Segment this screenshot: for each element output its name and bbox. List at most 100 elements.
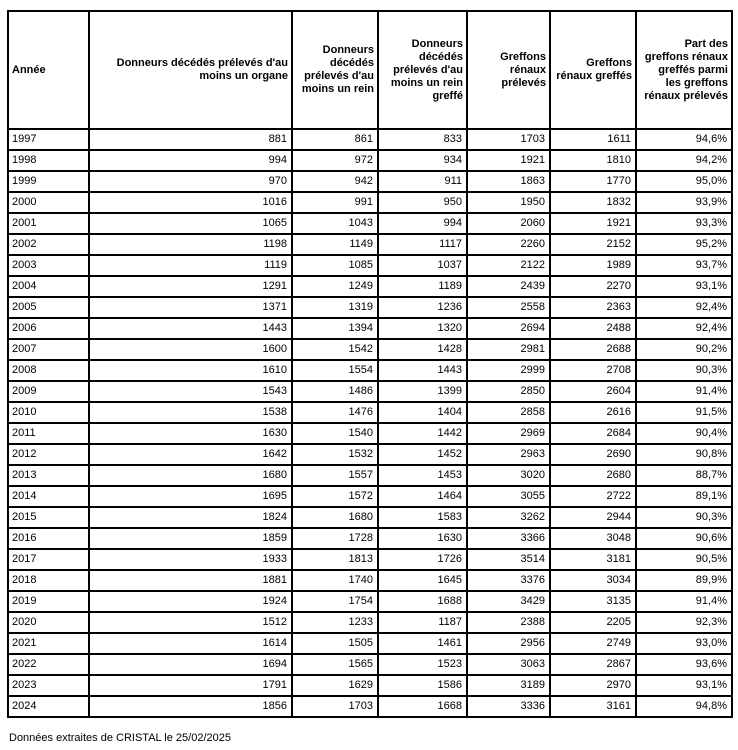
source-note: Données extraites de CRISTAL le 25/02/20… <box>9 732 231 744</box>
value-cell: 3161 <box>549 695 637 718</box>
value-cell: 1037 <box>377 254 468 277</box>
value-cell: 92,4% <box>635 296 733 319</box>
table-row: 1999 970 942 911 1863 1770 95,0% <box>7 170 733 193</box>
value-cell: 93,1% <box>635 275 733 298</box>
column-header-greffons-greffes: Greffons rénaux greffés <box>549 10 637 130</box>
table-row: 2008 1610 1554 1443 2999 2708 90,3% <box>7 359 733 382</box>
column-header-donneurs-rein-greffe: Donneurs décédés prélevés d'au moins un … <box>377 10 468 130</box>
value-cell: 2999 <box>466 359 551 382</box>
value-cell: 3429 <box>466 590 551 613</box>
value-cell: 93,3% <box>635 212 733 235</box>
year-cell: 2017 <box>7 548 90 571</box>
column-header-annee: Année <box>7 10 90 130</box>
value-cell: 3262 <box>466 506 551 529</box>
value-cell: 93,6% <box>635 653 733 676</box>
year-cell: 2002 <box>7 233 90 256</box>
value-cell: 1540 <box>291 422 379 445</box>
value-cell: 1476 <box>291 401 379 424</box>
value-cell: 88,7% <box>635 464 733 487</box>
value-cell: 1557 <box>291 464 379 487</box>
value-cell: 1600 <box>88 338 293 361</box>
value-cell: 1630 <box>377 527 468 550</box>
value-cell: 1824 <box>88 506 293 529</box>
value-cell: 2858 <box>466 401 551 424</box>
value-cell: 1464 <box>377 485 468 508</box>
value-cell: 93,0% <box>635 632 733 655</box>
table-row: 2020 1512 1233 1187 2388 2205 92,3% <box>7 611 733 634</box>
year-cell: 2008 <box>7 359 90 382</box>
value-cell: 833 <box>377 128 468 151</box>
value-cell: 1642 <box>88 443 293 466</box>
value-cell: 1249 <box>291 275 379 298</box>
value-cell: 3055 <box>466 485 551 508</box>
value-cell: 2867 <box>549 653 637 676</box>
value-cell: 1486 <box>291 380 379 403</box>
table-row: 2012 1642 1532 1452 2963 2690 90,8% <box>7 443 733 466</box>
table-row: 2024 1856 1703 1668 3336 3161 94,8% <box>7 695 733 718</box>
value-cell: 1859 <box>88 527 293 550</box>
value-cell: 1371 <box>88 296 293 319</box>
value-cell: 1404 <box>377 401 468 424</box>
value-cell: 1611 <box>549 128 637 151</box>
value-cell: 1921 <box>466 149 551 172</box>
value-cell: 1065 <box>88 212 293 235</box>
value-cell: 2970 <box>549 674 637 697</box>
value-cell: 1680 <box>88 464 293 487</box>
value-cell: 2688 <box>549 338 637 361</box>
value-cell: 2488 <box>549 317 637 340</box>
value-cell: 2270 <box>549 275 637 298</box>
table-row: 2007 1600 1542 1428 2981 2688 90,2% <box>7 338 733 361</box>
table-row: 2005 1371 1319 1236 2558 2363 92,4% <box>7 296 733 319</box>
value-cell: 1394 <box>291 317 379 340</box>
value-cell: 1680 <box>291 506 379 529</box>
value-cell: 1740 <box>291 569 379 592</box>
value-cell: 90,6% <box>635 527 733 550</box>
value-cell: 89,1% <box>635 485 733 508</box>
value-cell: 1629 <box>291 674 379 697</box>
value-cell: 91,5% <box>635 401 733 424</box>
value-cell: 2205 <box>549 611 637 634</box>
value-cell: 2749 <box>549 632 637 655</box>
value-cell: 1016 <box>88 191 293 214</box>
table-row: 2006 1443 1394 1320 2694 2488 92,4% <box>7 317 733 340</box>
year-cell: 2011 <box>7 422 90 445</box>
year-cell: 2007 <box>7 338 90 361</box>
value-cell: 2690 <box>549 443 637 466</box>
value-cell: 91,4% <box>635 590 733 613</box>
value-cell: 1291 <box>88 275 293 298</box>
year-cell: 2013 <box>7 464 90 487</box>
value-cell: 1538 <box>88 401 293 424</box>
value-cell: 1694 <box>88 653 293 676</box>
year-cell: 1999 <box>7 170 90 193</box>
value-cell: 1320 <box>377 317 468 340</box>
value-cell: 1856 <box>88 695 293 718</box>
value-cell: 2558 <box>466 296 551 319</box>
value-cell: 94,2% <box>635 149 733 172</box>
value-cell: 1565 <box>291 653 379 676</box>
value-cell: 1813 <box>291 548 379 571</box>
column-header-donneurs-rein: Donneurs décédés prélevés d'au moins un … <box>291 10 379 130</box>
value-cell: 1085 <box>291 254 379 277</box>
value-cell: 1703 <box>466 128 551 151</box>
table-row: 2014 1695 1572 1464 3055 2722 89,1% <box>7 485 733 508</box>
value-cell: 92,4% <box>635 317 733 340</box>
value-cell: 3048 <box>549 527 637 550</box>
year-cell: 2019 <box>7 590 90 613</box>
value-cell: 1810 <box>549 149 637 172</box>
value-cell: 90,3% <box>635 506 733 529</box>
value-cell: 90,5% <box>635 548 733 571</box>
year-cell: 1997 <box>7 128 90 151</box>
value-cell: 994 <box>377 212 468 235</box>
value-cell: 1523 <box>377 653 468 676</box>
value-cell: 2963 <box>466 443 551 466</box>
value-cell: 942 <box>291 170 379 193</box>
value-cell: 2060 <box>466 212 551 235</box>
value-cell: 3135 <box>549 590 637 613</box>
value-cell: 2956 <box>466 632 551 655</box>
year-cell: 2024 <box>7 695 90 718</box>
year-cell: 2006 <box>7 317 90 340</box>
value-cell: 1236 <box>377 296 468 319</box>
value-cell: 2604 <box>549 380 637 403</box>
value-cell: 2944 <box>549 506 637 529</box>
value-cell: 1668 <box>377 695 468 718</box>
